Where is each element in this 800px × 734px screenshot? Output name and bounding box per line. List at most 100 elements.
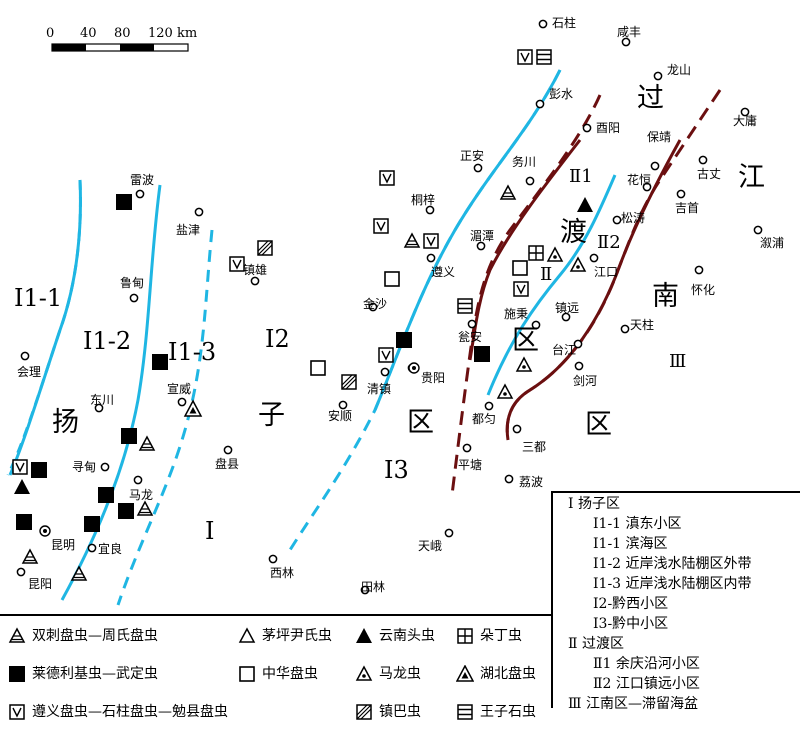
place-label: 荔波 [519, 475, 544, 489]
capital-marker [39, 525, 51, 537]
city-dot [621, 37, 631, 47]
city-dot [16, 567, 26, 577]
scale-tick-0: 0 [46, 26, 55, 41]
region-legend-item: Ⅰ1-1 滇东小区 [593, 516, 682, 532]
square-solid-icon [474, 346, 490, 362]
city-dot [753, 225, 763, 235]
place-label: 镇远 [555, 301, 580, 315]
square-v-icon [517, 49, 533, 65]
region-legend-item: Ⅰ1-3 近岸浅水陆棚区内带 [593, 576, 752, 592]
region-char-qu-transition: 区 [512, 325, 539, 356]
square-hatch-icon [257, 240, 273, 256]
square-solid-icon [9, 666, 25, 682]
place-label: 剑河 [573, 374, 598, 388]
square-solid-icon [84, 516, 100, 532]
square-solid-icon [31, 462, 47, 478]
square-hatch-icon [356, 704, 372, 720]
place-label: 务川 [512, 155, 537, 169]
city-dot [87, 543, 97, 553]
square-hatch-icon [341, 374, 357, 390]
city-dot [444, 528, 454, 538]
tri-solid-icon [356, 628, 372, 643]
subregion-iii: Ⅲ [669, 351, 687, 372]
place-label: 遵义 [431, 265, 456, 279]
region-boundaries [450, 89, 722, 496]
square-solid-icon [116, 194, 132, 210]
legend-entry: 中华盘虫 [238, 665, 318, 683]
region-legend-item: Ⅱ2 江口镇远小区 [593, 676, 700, 692]
square-lines-icon [457, 298, 473, 314]
square-lines-icon [457, 704, 473, 720]
region-legend: Ⅰ 扬子区 Ⅰ1-1 滇东小区 Ⅰ1-1 滨海区 Ⅰ1-2 近岸浅水陆棚区外带 … [551, 491, 800, 712]
city-dot [425, 205, 435, 215]
city-dot [129, 293, 139, 303]
square-solid-icon [98, 487, 114, 503]
region-legend-item: Ⅱ1 余庆沿河小区 [593, 656, 700, 672]
city-dot [135, 189, 145, 199]
place-label: 东川 [90, 393, 115, 407]
place-label: 昆阳 [28, 577, 53, 591]
place-label: 寻甸 [72, 460, 97, 474]
place-label: 正安 [460, 149, 485, 163]
square-open-icon [239, 666, 255, 682]
boundary-i-ii-solid [468, 139, 582, 361]
subregion-i13: Ⅰ1-3 [168, 338, 217, 366]
place-label: 大庸 [733, 114, 758, 128]
city-dot [589, 253, 599, 263]
city-dot [20, 351, 30, 361]
city-dot [653, 71, 663, 81]
region-legend-item: Ⅲ 江南区—滞留海盆 [568, 696, 698, 712]
legend-entry: 湖北盘虫 [456, 665, 536, 683]
place-label: 清镇 [367, 382, 392, 396]
square-open-icon [310, 360, 326, 376]
square-lines-icon [536, 49, 552, 65]
region-char-jiang: 江 [738, 162, 765, 193]
tri-solid-inner-icon [456, 665, 474, 682]
place-label: 贵阳 [421, 371, 446, 385]
city-dot [698, 155, 708, 165]
city-dot [268, 554, 278, 564]
tri-bars-icon [500, 185, 516, 200]
region-legend-item: Ⅰ1-2 近岸浅水陆棚区外带 [593, 556, 752, 572]
city-dot [338, 400, 348, 410]
place-label: 施秉 [504, 307, 529, 321]
boundary-ii1-ii2 [486, 174, 617, 396]
region-legend-item: Ⅰ2-黔西小区 [593, 596, 669, 612]
scale-bar [51, 43, 189, 52]
city-dot [426, 253, 436, 263]
scale-tick-40: 40 [80, 26, 97, 41]
square-v-icon [373, 218, 389, 234]
place-label: 天峨 [418, 539, 443, 553]
scale-tick-80: 80 [114, 26, 131, 41]
city-dot [694, 265, 704, 275]
square-solid-icon [396, 332, 412, 348]
city-dot [484, 401, 494, 411]
region-char-zi: 子 [258, 400, 285, 431]
place-label: 盐津 [176, 223, 201, 237]
place-label: 咸丰 [617, 25, 642, 39]
tri-dot-icon [356, 666, 372, 681]
place-label: 宣威 [167, 382, 192, 396]
square-solid-icon [16, 514, 32, 530]
square-grid-icon [528, 245, 544, 261]
region-char-guo: 过 [637, 83, 664, 114]
city-dot [612, 215, 622, 225]
region-legend-item: Ⅰ1-1 滨海区 [593, 536, 668, 552]
tri-bars-icon [404, 233, 420, 248]
place-label: 都匀 [472, 412, 497, 426]
subregion-i3: Ⅰ3 [384, 456, 409, 484]
place-label: 吉首 [675, 201, 700, 215]
tri-solid-inner-icon [184, 400, 202, 417]
city-dot [100, 462, 110, 472]
legend-entry: 云南头虫 [355, 627, 435, 645]
legend-entry: 遵义盘虫—石柱盘虫—勉县盘虫 [8, 703, 228, 721]
place-label: 龙山 [667, 63, 692, 77]
square-v-icon [378, 347, 394, 363]
tri-bars-icon [71, 566, 87, 581]
tri-open-icon [239, 628, 255, 643]
city-dot [538, 19, 548, 29]
city-dot [177, 397, 187, 407]
legend-entry: 马龙虫 [355, 665, 421, 683]
place-label: 金沙 [363, 297, 388, 311]
